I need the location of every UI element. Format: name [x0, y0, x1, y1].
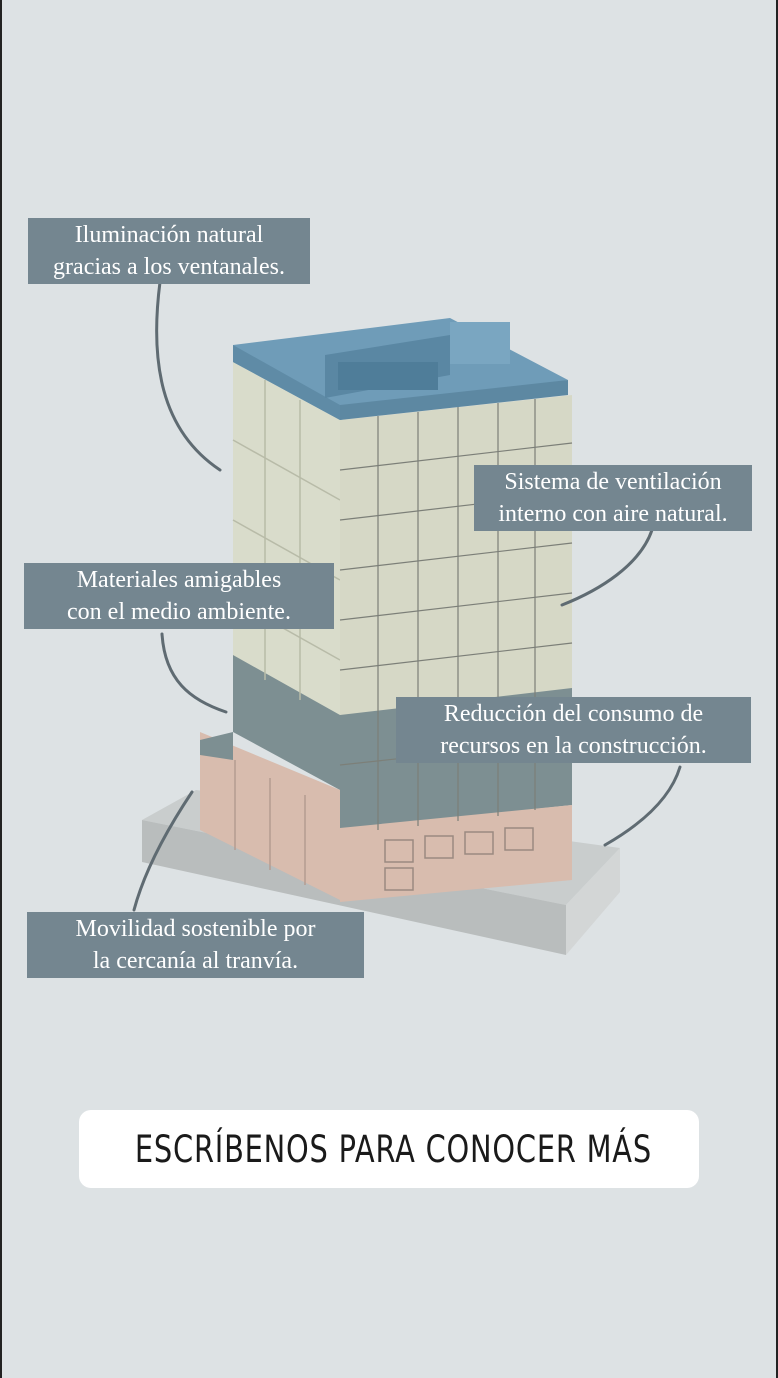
- callout-sustainable-mobility: Movilidad sostenible por la cercanía al …: [27, 912, 364, 978]
- callout-eco-materials: Materiales amigables con el medio ambien…: [24, 563, 334, 629]
- contact-link-button[interactable]: ESCRÍBENOS PARA CONOCER MÁS: [79, 1110, 699, 1188]
- connector-lighting: [155, 280, 222, 472]
- connector-materials: [160, 632, 228, 714]
- callout-resource-reduction: Reducción del consumo de recursos en la …: [396, 697, 751, 763]
- roof: [233, 318, 568, 420]
- connector-resources: [603, 765, 682, 847]
- connector-mobility: [132, 790, 194, 912]
- callout-natural-lighting: Iluminación natural gracias a los ventan…: [28, 218, 310, 284]
- left-facade: [200, 362, 341, 900]
- connector-ventilation: [560, 528, 654, 607]
- contact-link-label: ESCRÍBENOS PARA CONOCER MÁS: [134, 1127, 652, 1171]
- callout-ventilation: Sistema de ventilación interno con aire …: [474, 465, 752, 531]
